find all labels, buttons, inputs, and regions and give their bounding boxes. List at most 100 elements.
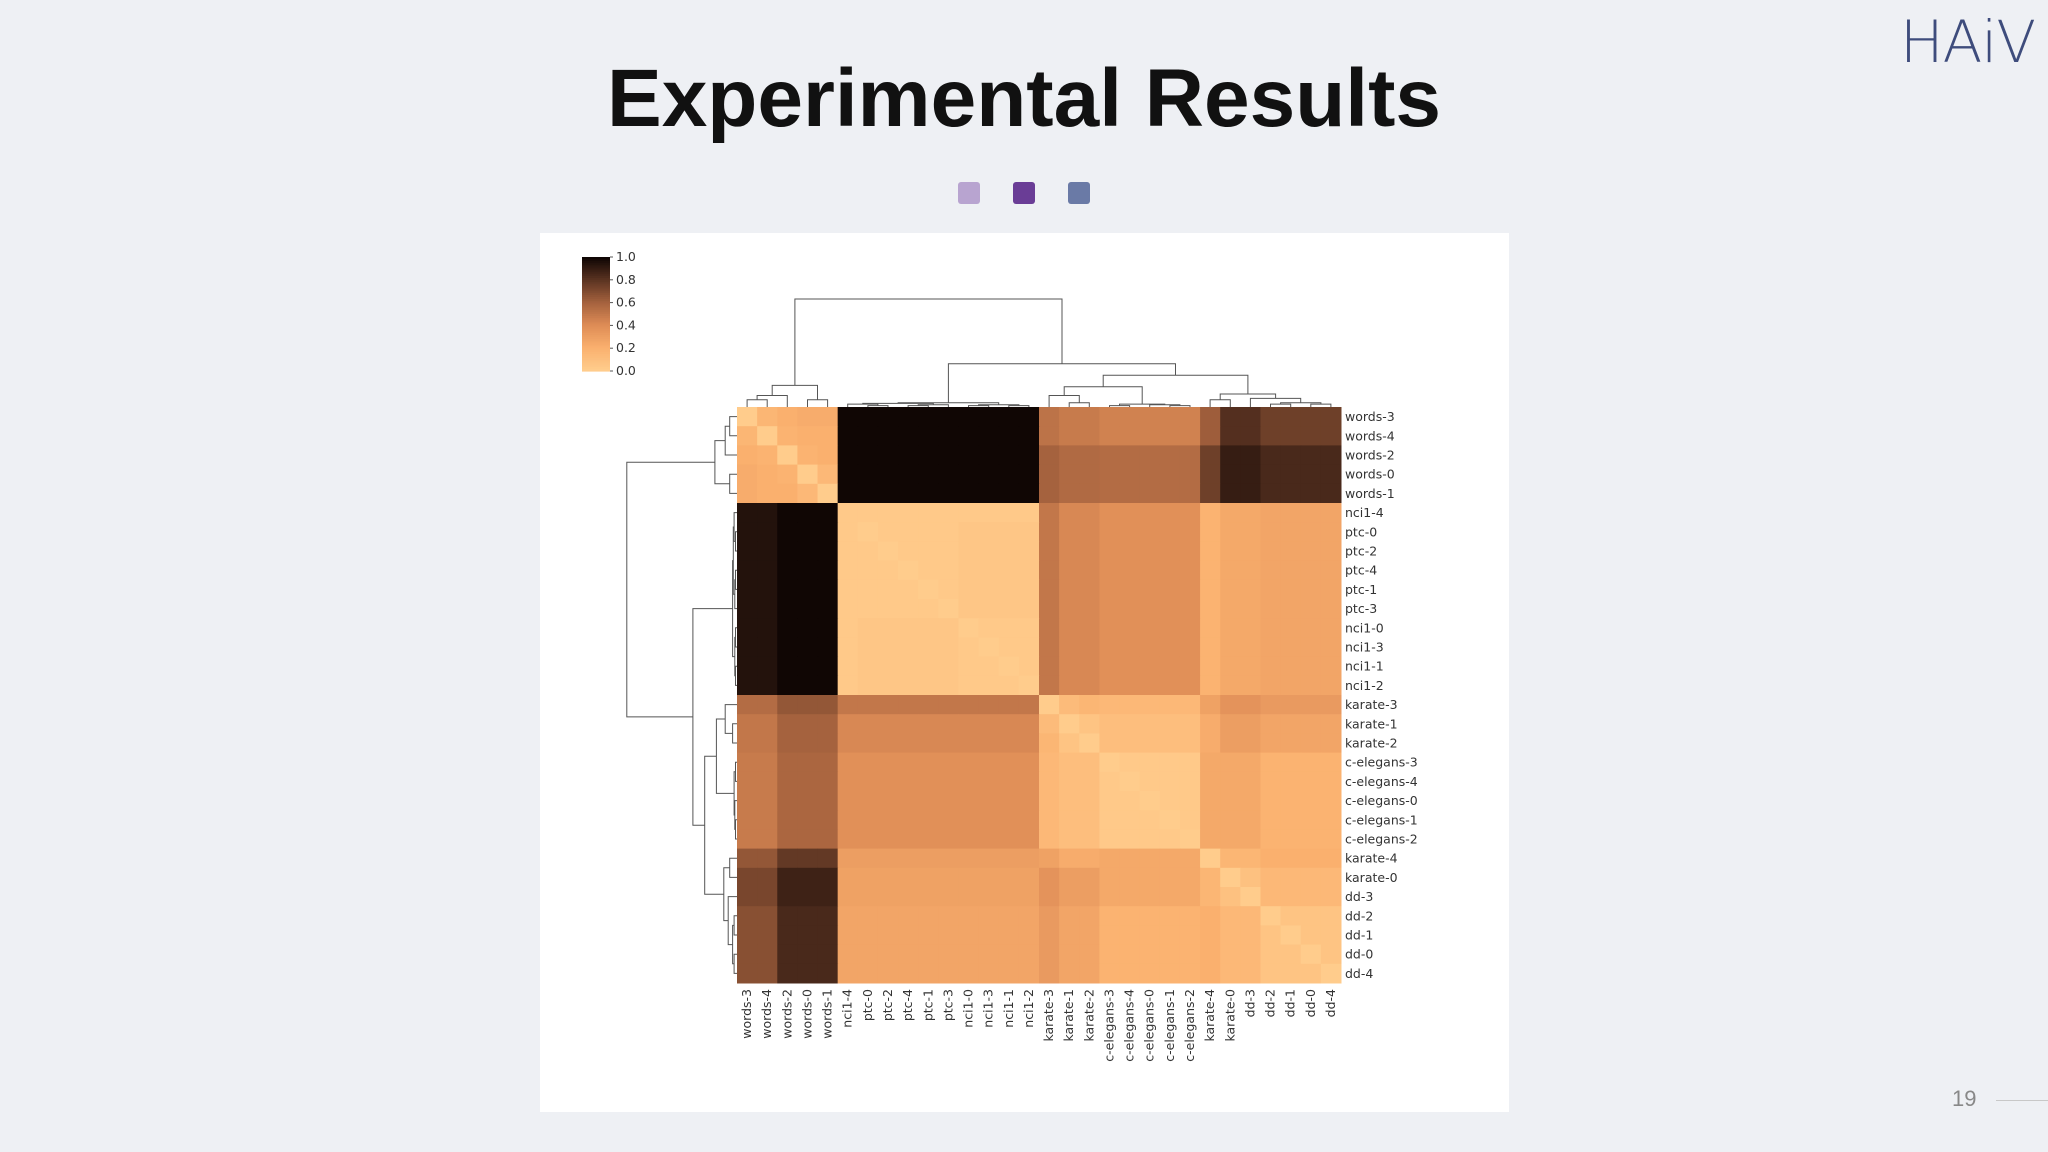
heatmap-cell: [1320, 829, 1342, 850]
heatmap-cell: [918, 963, 939, 984]
heatmap-cell: [1139, 675, 1161, 696]
dendrogram-branch: [735, 665, 737, 686]
heatmap-cell: [757, 848, 778, 869]
heatmap-cell: [1200, 522, 1221, 542]
heatmap-cell: [978, 925, 1000, 946]
heatmap-cell: [998, 426, 1020, 446]
heatmap-cell: [1099, 426, 1121, 446]
heatmap-cell: [918, 791, 939, 811]
colorbar-segment: [582, 306, 610, 309]
heatmap-cell: [1320, 963, 1342, 984]
heatmap-cell: [817, 560, 839, 581]
heatmap-cell: [1179, 675, 1201, 696]
heatmap-cell: [1039, 541, 1060, 562]
heatmap-cell: [737, 464, 758, 485]
heatmap-cell: [757, 906, 778, 926]
heatmap-cell: [978, 771, 1000, 792]
heatmap-cell: [898, 464, 919, 485]
heatmap-cell: [737, 906, 758, 926]
heatmap-cell: [1300, 752, 1322, 773]
heatmap-cell: [1300, 714, 1322, 734]
heatmap-cell: [1220, 695, 1241, 715]
heatmap-cell: [998, 733, 1020, 754]
heatmap-cell: [757, 618, 778, 638]
heatmap-cell: [1260, 791, 1282, 811]
heatmap-cell: [938, 445, 959, 466]
heatmap-cell: [1320, 445, 1342, 466]
heatmap-cell: [918, 599, 939, 619]
heatmap-cell: [898, 906, 919, 926]
heatmap-cell: [998, 906, 1020, 926]
heatmap-cell: [1300, 599, 1322, 619]
heatmap-cell: [1018, 522, 1040, 542]
colorbar-segment: [582, 277, 610, 281]
row-label: nci1-2: [1345, 678, 1384, 693]
heatmap-cell: [797, 560, 819, 581]
heatmap-cell: [1159, 925, 1181, 946]
heatmap-cell: [1159, 791, 1181, 811]
heatmap-cell: [757, 541, 778, 562]
heatmap-cell: [998, 810, 1020, 830]
heatmap-cell: [1300, 810, 1322, 830]
heatmap-cell: [1260, 445, 1282, 466]
heatmap-cell: [958, 445, 980, 466]
heatmap-cell: [817, 541, 839, 562]
heatmap-cell: [837, 407, 859, 427]
heatmap-cell: [1079, 541, 1100, 562]
heatmap-cell: [1320, 560, 1342, 581]
heatmap-cell: [837, 867, 859, 888]
dendrogram-branch: [732, 924, 735, 965]
dendrogram-branch: [1109, 405, 1131, 407]
heatmap-cell: [857, 791, 879, 811]
heatmap-cell: [1099, 887, 1121, 907]
heatmap-cell: [1320, 541, 1342, 562]
heatmap-cell: [757, 887, 778, 907]
heatmap-cell: [1119, 579, 1141, 600]
heatmap-cell: [1119, 541, 1141, 562]
colorbar-segment: [582, 359, 610, 363]
heatmap-cell: [797, 599, 819, 619]
heatmap-cell: [1300, 445, 1322, 466]
heatmap-cell: [797, 925, 819, 946]
column-label: karate-2: [1081, 989, 1096, 1042]
heatmap-cell: [1240, 695, 1261, 715]
heatmap-cell: [737, 714, 758, 734]
heatmap-cell: [1300, 867, 1322, 888]
heatmap-cell: [1179, 771, 1201, 792]
row-label: words-1: [1345, 486, 1395, 501]
heatmap-cell: [998, 464, 1020, 485]
heatmap-cell: [1220, 752, 1241, 773]
heatmap-cell: [998, 848, 1020, 869]
heatmap-cell: [1139, 426, 1161, 446]
heatmap-cell: [1260, 733, 1282, 754]
heatmap-cell: [1159, 560, 1181, 581]
heatmap-cell: [998, 483, 1020, 504]
colorbar-segment: [582, 291, 610, 294]
row-label: dd-4: [1345, 966, 1373, 981]
heatmap-cell: [918, 675, 939, 696]
heatmap-cell: [1320, 733, 1342, 754]
heatmap-cell: [777, 810, 798, 830]
heatmap-cell: [1119, 771, 1141, 792]
heatmap-cell: [958, 522, 980, 542]
heatmap-cell: [1220, 599, 1241, 619]
heatmap-cell: [877, 426, 899, 446]
dendrogram-branch: [907, 405, 929, 407]
heatmap-cell: [1079, 906, 1100, 926]
heatmap-cell: [1159, 771, 1181, 792]
heatmap-cell: [1260, 695, 1282, 715]
heatmap-cell: [1059, 810, 1080, 830]
colorbar-segment: [582, 367, 610, 370]
heatmap-cell: [1018, 445, 1040, 466]
heatmap-cell: [1240, 618, 1261, 638]
heatmap-cell: [978, 714, 1000, 734]
heatmap-cell: [978, 867, 1000, 888]
heatmap-cell: [1099, 675, 1121, 696]
heatmap-cell: [857, 560, 879, 581]
colorbar-segment: [582, 276, 610, 279]
heatmap-cell: [938, 599, 959, 619]
heatmap-cell: [1300, 925, 1322, 946]
heatmap-cell: [1200, 483, 1221, 504]
heatmap-cell: [1200, 887, 1221, 907]
heatmap-cell: [1039, 733, 1060, 754]
